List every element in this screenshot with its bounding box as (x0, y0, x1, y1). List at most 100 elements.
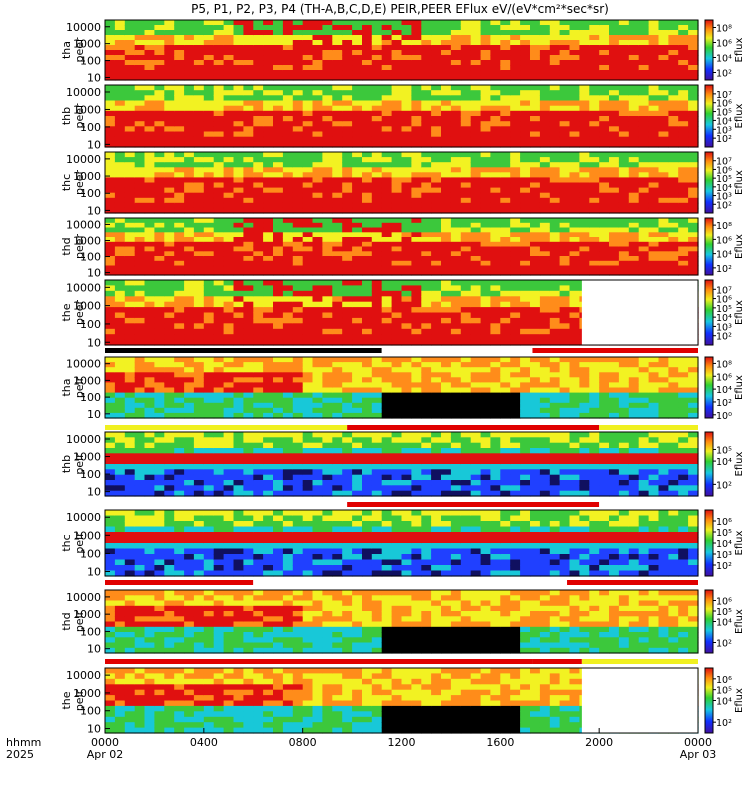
heatmap-cell (688, 232, 699, 238)
heatmap-cell (302, 177, 314, 184)
heatmap-cell (253, 187, 264, 194)
heatmap-cell (520, 131, 531, 138)
heatmap-cell (480, 25, 492, 31)
heatmap-cell (124, 412, 136, 419)
heatmap-cell (500, 50, 511, 56)
heatmap-cell (312, 387, 323, 394)
heatmap-cell (539, 285, 551, 292)
heatmap-cell (579, 407, 590, 414)
heatmap-cell (223, 50, 235, 56)
heatmap-cell (243, 458, 254, 465)
heatmap-cell (124, 392, 136, 399)
heatmap-cell (203, 362, 215, 368)
heatmap-cell (628, 152, 640, 158)
heatmap-cell (253, 412, 264, 419)
heatmap-cell (480, 227, 492, 233)
heatmap-cell (421, 437, 432, 444)
heatmap-cell (658, 105, 669, 112)
colorbar-tick-label: 10² (716, 332, 732, 343)
heatmap-cell (559, 70, 571, 76)
heatmap-cell (322, 367, 333, 373)
heatmap-cell (411, 237, 422, 243)
heatmap-cell (342, 65, 353, 71)
heatmap-cell (184, 40, 195, 46)
heatmap-cell (658, 157, 669, 163)
heatmap-cell (470, 70, 482, 76)
heatmap-cell (490, 334, 501, 341)
heatmap-cell (164, 442, 175, 449)
heatmap-cell (273, 412, 284, 419)
heatmap-cell (263, 407, 274, 414)
heatmap-cell (460, 141, 472, 148)
heatmap-cell (292, 60, 304, 66)
heatmap-cell (124, 218, 136, 224)
heatmap-cell (213, 116, 225, 122)
heatmap-cell (450, 285, 462, 292)
heatmap-cell (282, 377, 294, 383)
heatmap-cell (441, 402, 452, 409)
heatmap-cell (164, 382, 175, 389)
heatmap-cell (411, 202, 422, 209)
heatmap-cell (342, 121, 353, 127)
heatmap-cell (223, 162, 235, 168)
heatmap-cell (460, 469, 472, 476)
heatmap-cell (599, 65, 610, 71)
heatmap-cell (164, 362, 175, 368)
heatmap-cell (688, 202, 699, 209)
heatmap-cell (371, 490, 383, 497)
heatmap-cell (144, 197, 155, 204)
heatmap-cell (450, 251, 462, 257)
heatmap-cell (381, 412, 393, 419)
heatmap-cell (569, 317, 580, 324)
heatmap-cell (618, 246, 630, 252)
heatmap-cell (678, 402, 689, 409)
heatmap-cell (510, 480, 521, 486)
heatmap-cell (154, 241, 165, 248)
heatmap-cell (470, 442, 482, 449)
heatmap-cell (233, 197, 244, 204)
heatmap-cell (520, 105, 531, 112)
heatmap-cell (500, 469, 511, 476)
heatmap-cell (431, 75, 442, 81)
heatmap-cell (223, 285, 235, 292)
heatmap-cell (559, 40, 571, 46)
heatmap-cell (480, 85, 492, 91)
heatmap-cell (273, 25, 284, 31)
heatmap-cell (273, 382, 284, 389)
heatmap-cell (589, 182, 600, 189)
heatmap-cell (371, 339, 383, 346)
heatmap-cell (431, 40, 442, 46)
heatmap-cell (549, 312, 561, 319)
heatmap-cell (421, 202, 432, 209)
heatmap-cell (273, 334, 284, 341)
heatmap-cell (579, 256, 590, 262)
heatmap-cell (312, 20, 323, 26)
heatmap-cell (342, 167, 353, 173)
heatmap-cell (549, 40, 561, 46)
heatmap-cell (362, 251, 373, 257)
heatmap-cell (352, 218, 363, 224)
heatmap-cell (292, 437, 304, 444)
heatmap-cell (371, 357, 383, 363)
heatmap-cell (273, 270, 284, 276)
heatmap-cell (490, 30, 501, 36)
heatmap-cell (233, 241, 244, 248)
heatmap-cell (233, 485, 244, 492)
heatmap-cell (233, 232, 244, 238)
heatmap-cell (134, 65, 146, 71)
heatmap-cell (302, 222, 314, 229)
heatmap-cell (273, 402, 284, 409)
heatmap-cell (530, 317, 541, 324)
heatmap-cell (658, 162, 669, 168)
heatmap-cell (154, 202, 165, 209)
heatmap-cell (292, 187, 304, 194)
heatmap-cell (362, 402, 373, 409)
heatmap-cell (263, 339, 274, 346)
heatmap-cell (500, 85, 511, 91)
heatmap-cell (312, 222, 323, 229)
heatmap-cell (441, 285, 452, 292)
heatmap-cell (678, 407, 689, 414)
heatmap-cell (391, 65, 403, 71)
heatmap-cell (144, 172, 155, 178)
